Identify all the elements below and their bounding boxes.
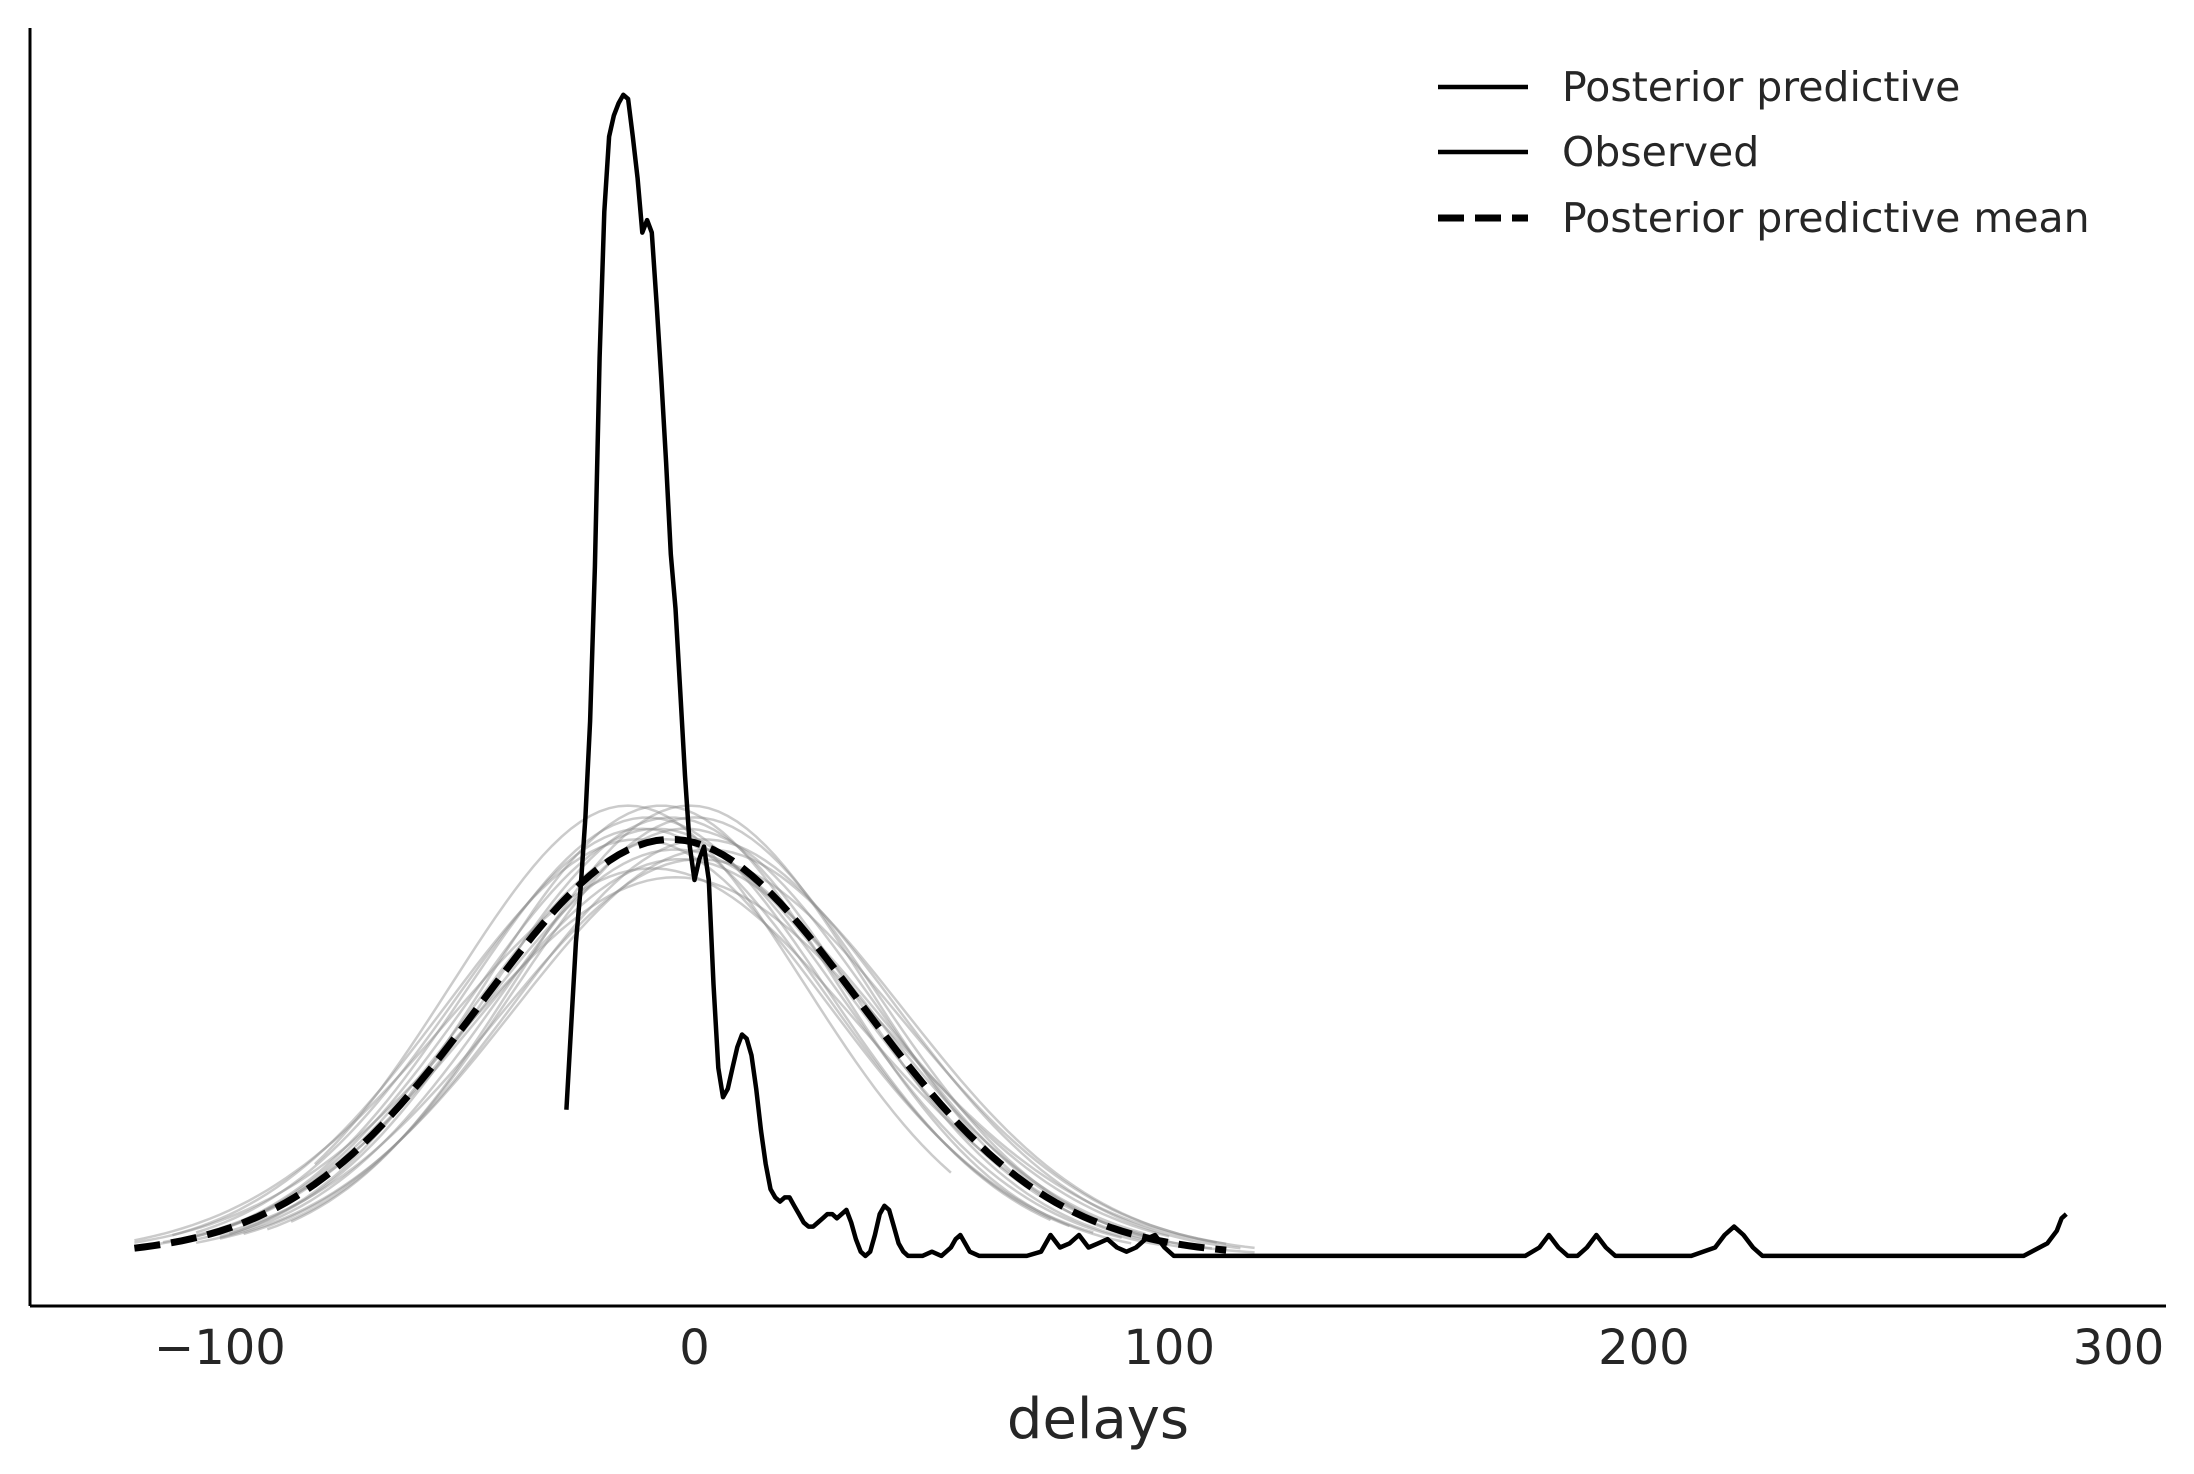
series-line-posterior-predictive-10 (243, 838, 1241, 1250)
x-tick-label: 100 (1123, 1320, 1215, 1376)
series-line-posterior-predictive-18 (134, 875, 1217, 1244)
legend-label-posterior-predictive-mean: Posterior predictive mean (1562, 194, 2090, 242)
series-line-posterior-predictive-2 (243, 816, 1052, 1222)
legend: Posterior predictive Observed Posterior … (1438, 63, 2090, 242)
legend-entry-observed: Observed (1438, 128, 1759, 176)
legend-entry-posterior-predictive: Posterior predictive (1438, 63, 1960, 111)
legend-label-posterior-predictive: Posterior predictive (1562, 63, 1960, 111)
series-line-posterior-predictive-15 (229, 816, 1160, 1247)
x-axis-label: delays (1007, 1387, 1189, 1452)
x-axis-ticks: −100 0 100 200 300 (154, 1320, 2164, 1376)
legend-label-observed: Observed (1562, 128, 1759, 176)
series-line-posterior-predictive-3 (172, 827, 1123, 1244)
x-tick-label: 0 (679, 1320, 710, 1376)
legend-entry-posterior-predictive-mean: Posterior predictive mean (1438, 194, 2090, 242)
series-line-posterior-predictive-16 (219, 848, 1255, 1250)
series-line-posterior-predictive-mean (133, 836, 1227, 1254)
series-line-posterior-predictive-12 (181, 858, 1227, 1246)
series-line-posterior-predictive-11 (172, 838, 1094, 1237)
x-tick-label: 200 (1598, 1320, 1690, 1376)
series-line-observed (564, 92, 2068, 1259)
x-tick-label: −100 (154, 1320, 286, 1376)
series-line-posterior-predictive-8 (162, 858, 1170, 1244)
series-line-posterior-predictive-1 (313, 804, 952, 1174)
series-line-posterior-predictive-6 (195, 827, 1213, 1250)
plot-area (133, 92, 2068, 1259)
x-tick-label: 300 (2073, 1320, 2165, 1376)
series-line-posterior-predictive-17 (195, 827, 1070, 1234)
